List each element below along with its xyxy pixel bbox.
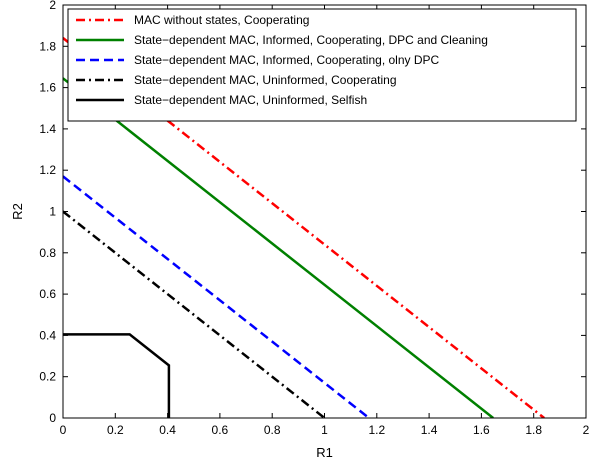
x-tick-label: 0.6 [212,423,229,437]
legend-label-3: State−dependent MAC, Informed, Cooperati… [134,53,440,67]
y-tick-label: 0 [49,411,56,425]
x-tick-label: 1.4 [421,423,438,437]
y-tick-label: 1.8 [39,39,56,53]
series-line-4 [63,210,326,418]
x-tick-label: 1.2 [368,423,385,437]
x-tick-label: 0 [60,423,67,437]
x-tick-label: 1.8 [525,423,542,437]
x-axis-ticks: 0 0.2 0.4 0.6 0.8 1 1.2 1.4 1.6 1.8 2 [60,5,590,437]
legend-label-1: MAC without states, Cooperating [134,13,309,27]
x-tick-label: 2 [583,423,590,437]
legend-label-5: State−dependent MAC, Uninformed, Selfish [134,93,367,107]
y-axis-label: R2 [10,203,25,220]
y-tick-label: 0.2 [39,370,56,384]
y-tick-label: 1 [49,205,56,219]
x-tick-label: 0.8 [264,423,281,437]
y-tick-label: 1.4 [39,122,56,136]
x-axis-label: R1 [316,445,333,460]
legend-box [67,8,577,122]
x-tick-label: 1 [321,423,328,437]
y-tick-label: 1.2 [39,163,56,177]
y-tick-label: 0.8 [39,246,56,260]
y-tick-label: 0.4 [39,328,56,342]
series-line-5 [63,333,171,418]
legend-label-4: State−dependent MAC, Uninformed, Coopera… [134,73,397,87]
x-tick-label: 0.4 [159,423,176,437]
series-line-3 [63,175,370,418]
y-tick-label: 0.6 [39,287,56,301]
legend-label-2: State−dependent MAC, Informed, Cooperati… [134,33,488,47]
legend: MAC without states, Cooperating State−dep… [67,8,577,122]
y-tick-label: 1.6 [39,81,56,95]
y-tick-label: 2 [49,0,56,12]
series-line-2 [63,77,494,418]
x-tick-label: 0.2 [107,423,124,437]
x-tick-label: 1.6 [473,423,490,437]
y-axis-ticks: 0 0.2 0.4 0.6 0.8 1 1.2 1.4 1.6 1.8 2 [39,0,586,425]
